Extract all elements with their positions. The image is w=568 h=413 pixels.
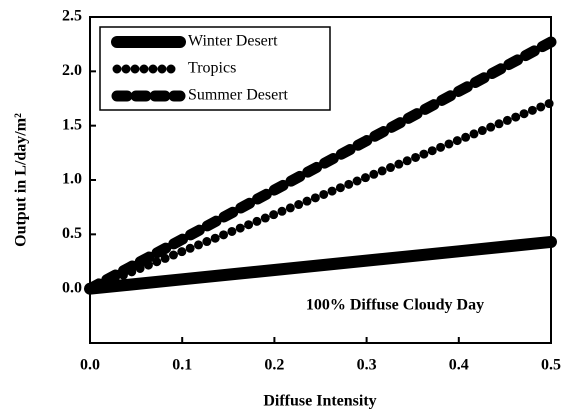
x-tick-label: 0.2 <box>264 357 284 374</box>
x-tick-label: 0.1 <box>172 357 192 374</box>
y-tick-label: 0.5 <box>62 225 82 242</box>
y-tick-label: 2.5 <box>62 8 82 25</box>
x-axis-label: Diffuse Intensity <box>263 393 376 410</box>
y-tick-label: 2.0 <box>62 62 82 79</box>
x-tick-label: 0.4 <box>449 357 469 374</box>
series-line <box>84 36 557 295</box>
y-tick-label: 0.0 <box>62 279 82 296</box>
x-tick-label: 0.0 <box>80 357 100 374</box>
y-tick-label: 1.5 <box>62 116 82 133</box>
y-axis-label: Output in L/day/m² <box>13 113 30 247</box>
x-tick-label: 0.5 <box>541 357 561 374</box>
legend-label: Summer Desert <box>188 87 289 104</box>
x-tick-label: 0.3 <box>357 357 377 374</box>
legend-label: Tropics <box>188 60 236 77</box>
series-line <box>85 98 556 294</box>
series-line <box>84 235 557 295</box>
annotation: 100% Diffuse Cloudy Day <box>306 297 484 314</box>
legend-label: Winter Desert <box>188 33 278 50</box>
y-tick-label: 1.0 <box>62 171 82 188</box>
